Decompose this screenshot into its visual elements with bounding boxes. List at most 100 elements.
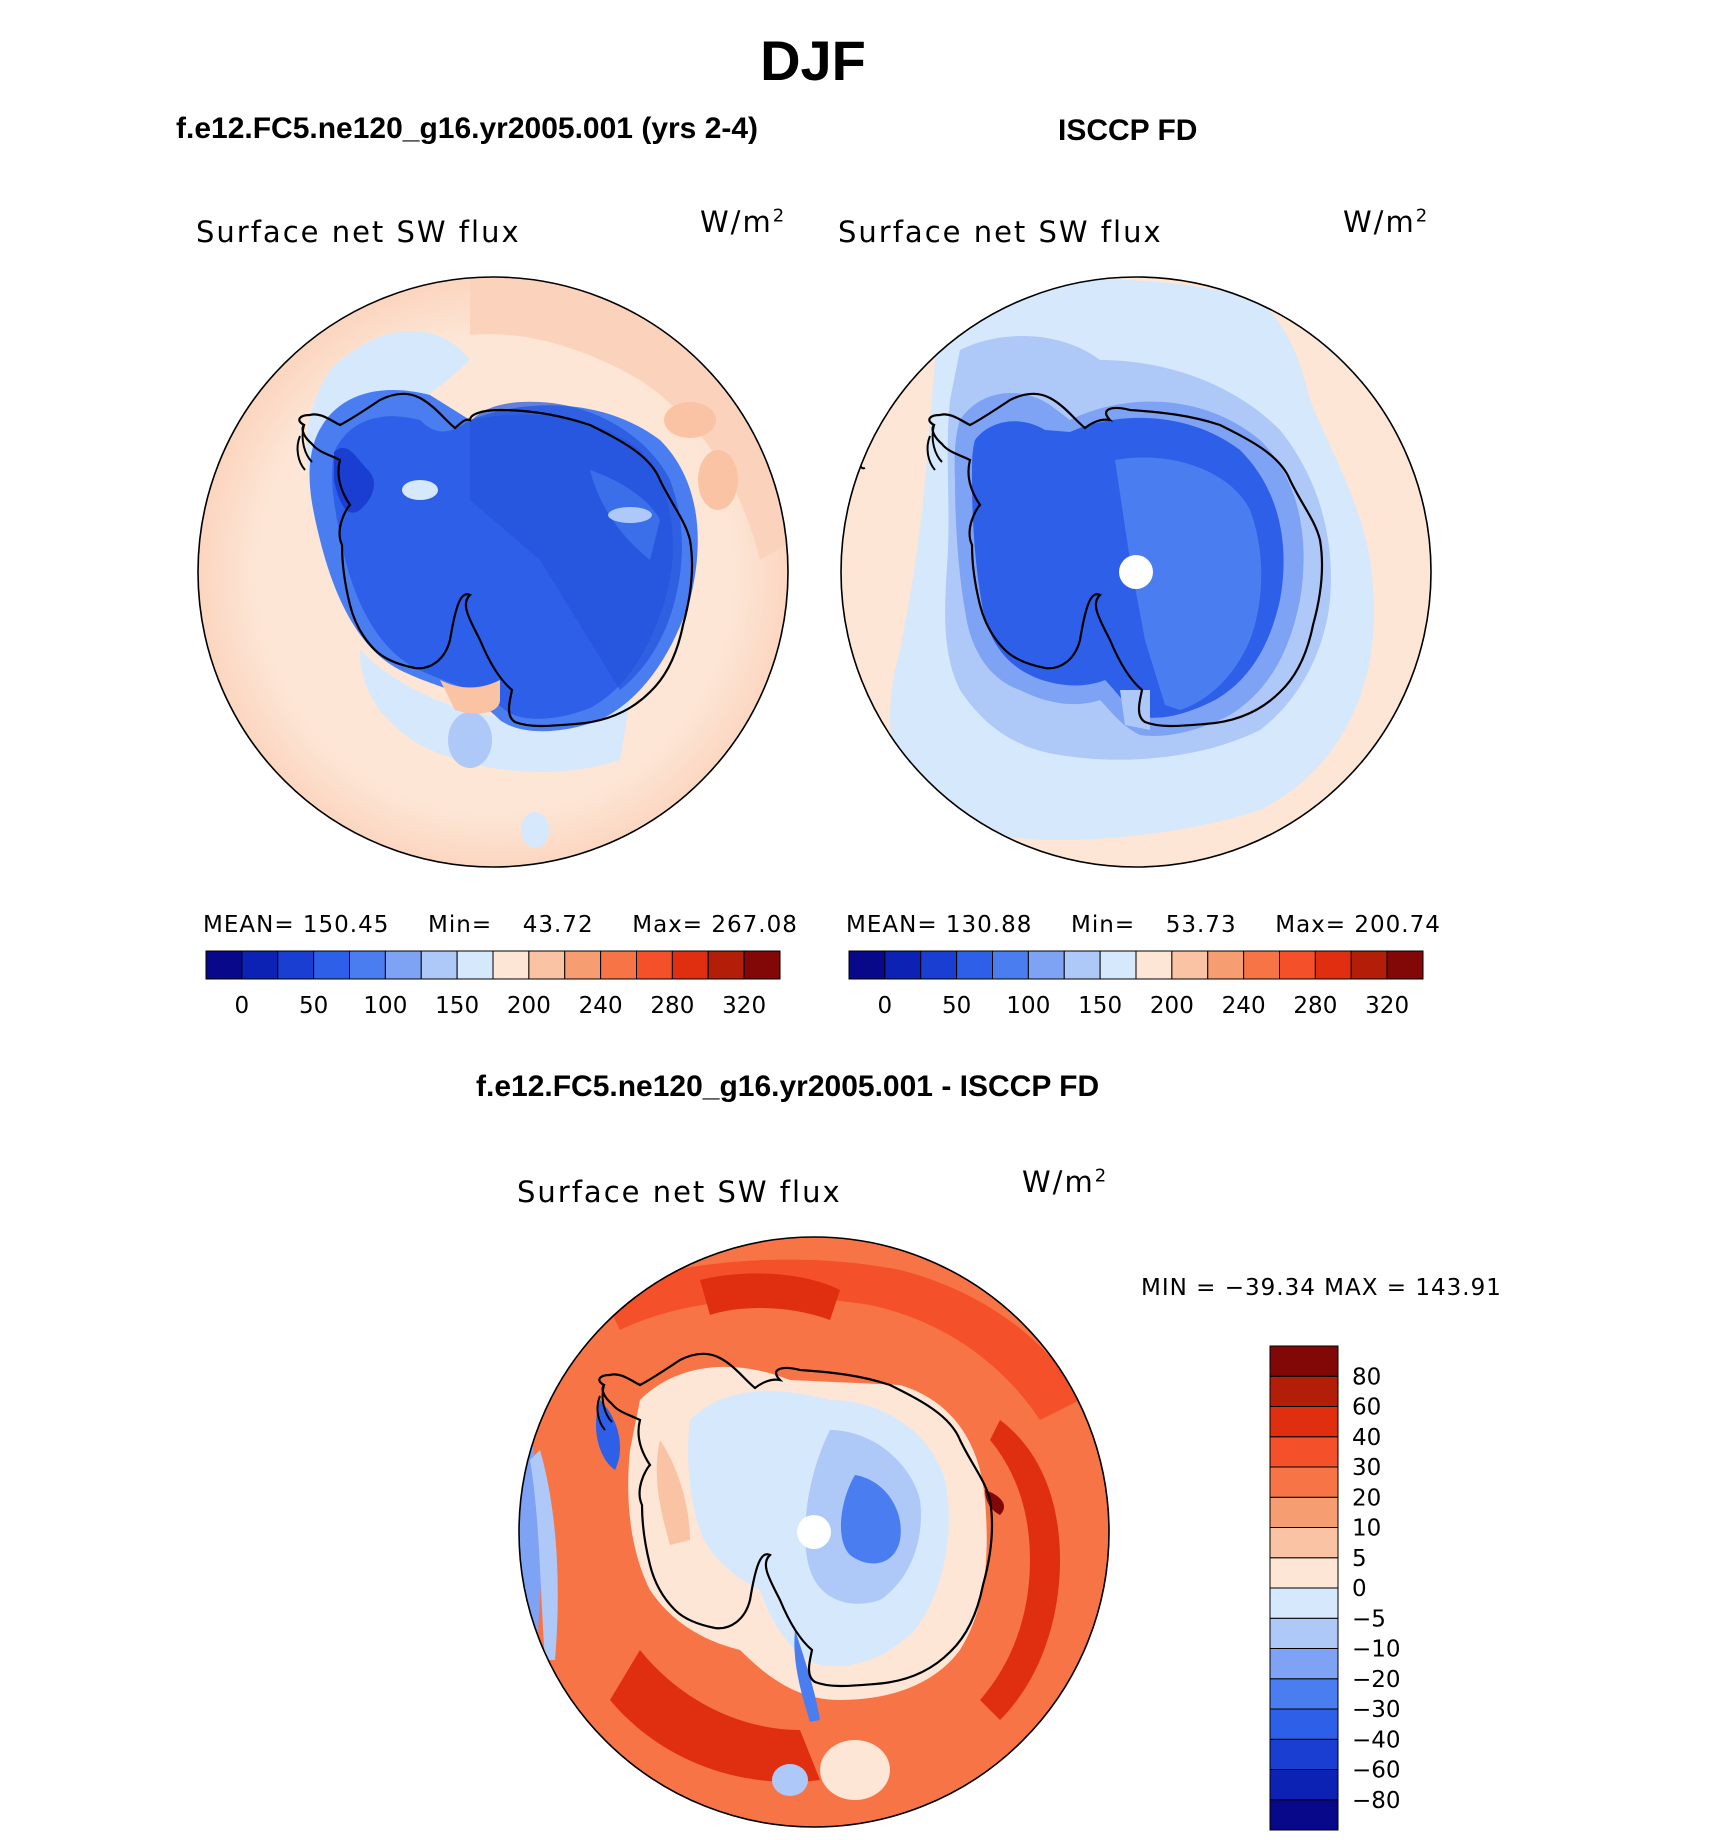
model-peninsula-outline bbox=[296, 424, 313, 471]
obs-plateau-field bbox=[1115, 457, 1262, 710]
model-panel-title: f.e12.FC5.ne120_g16.yr2005.001 (yrs 2-4) bbox=[176, 112, 759, 145]
model-colorbar: 0 50 100 150 200 240 280 320 bbox=[205, 950, 781, 1019]
obs-colorbar-tick: 150 bbox=[1078, 993, 1122, 1019]
diff-variable-label: Surface net SW flux bbox=[517, 1175, 842, 1209]
diff-coastline bbox=[598, 1352, 994, 1688]
model-max-value: 267.08 bbox=[711, 912, 798, 938]
model-colorbar-tick: 150 bbox=[435, 993, 479, 1019]
diff-colorbar-box bbox=[1269, 1527, 1339, 1559]
diff-colorbar-tick: 5 bbox=[1352, 1546, 1367, 1572]
diff-colorbar: −80 −60 −40 −30 −20 −10 −5 0 5 10 20 30 40 60 80 bbox=[1269, 1345, 1401, 1831]
obs-variable-label: Surface net SW flux bbox=[838, 215, 1163, 249]
model-colorbar-tick: 100 bbox=[363, 993, 407, 1019]
model-colorbar-tick: 240 bbox=[579, 993, 623, 1019]
diff-units-label: W/m2 bbox=[1022, 1165, 1109, 1199]
obs-max-value: 200.74 bbox=[1354, 912, 1441, 938]
model-colorbar-box bbox=[313, 950, 350, 980]
obs-colorbar: 0 50 100 150 200 240 280 320 bbox=[848, 950, 1424, 1019]
diff-warm-arc bbox=[610, 1650, 820, 1782]
obs-colorbar-tick: 240 bbox=[1222, 993, 1266, 1019]
model-colorbar-box bbox=[492, 950, 530, 980]
model-min-label: Min= bbox=[428, 912, 493, 938]
diff-colorbar-tick: −5 bbox=[1352, 1606, 1386, 1632]
diff-colorbar-tick: 80 bbox=[1352, 1364, 1381, 1390]
model-colorbar-box bbox=[707, 950, 745, 980]
diff-negative-patch bbox=[772, 1764, 808, 1796]
diff-colorbar-tick: 10 bbox=[1352, 1516, 1381, 1542]
model-coastline bbox=[298, 392, 694, 728]
diff-colorbar-box bbox=[1269, 1345, 1339, 1377]
diff-ice-shelf-negative bbox=[595, 1400, 620, 1470]
model-colorbar-box bbox=[600, 950, 637, 980]
diff-colorbar-box bbox=[1269, 1678, 1339, 1710]
model-colorbar-box bbox=[636, 950, 673, 980]
obs-colorbar-tick: 100 bbox=[1006, 993, 1050, 1019]
diff-colorbar-tick: 40 bbox=[1352, 1425, 1381, 1451]
obs-peninsula-outline bbox=[926, 424, 943, 471]
diff-panel-title: f.e12.FC5.ne120_g16.yr2005.001 - ISCCP F… bbox=[476, 1070, 1100, 1103]
model-colorbar-tick: 0 bbox=[235, 993, 250, 1019]
model-colorbar-box bbox=[241, 950, 279, 980]
obs-colorbar-box bbox=[920, 950, 958, 980]
model-ice-margin bbox=[360, 650, 630, 772]
model-colorbar-box bbox=[420, 950, 458, 980]
model-colorbar-box bbox=[456, 950, 494, 980]
model-colorbar-box bbox=[564, 950, 602, 980]
obs-colorbar-tick: 320 bbox=[1365, 993, 1409, 1019]
model-bright-spot bbox=[608, 507, 652, 523]
diff-colorbar-tick: 20 bbox=[1352, 1485, 1381, 1511]
diff-colorbar-box bbox=[1269, 1466, 1339, 1498]
diff-negative-core bbox=[840, 1475, 901, 1564]
model-colorbar-box bbox=[743, 950, 781, 980]
model-plateau-texture bbox=[470, 401, 682, 690]
model-colorbar-box bbox=[205, 950, 243, 980]
model-colorbar-box bbox=[671, 950, 709, 980]
model-mean-value: 150.45 bbox=[302, 912, 390, 938]
diff-colorbar-tick: −60 bbox=[1352, 1758, 1401, 1784]
obs-colorbar-box bbox=[1135, 950, 1173, 980]
diff-peninsula-outline bbox=[596, 1384, 613, 1431]
obs-mean-value: 130.88 bbox=[945, 912, 1033, 938]
obs-colorbar-box bbox=[848, 950, 886, 980]
model-ross-warm bbox=[440, 680, 500, 714]
diff-colorbar-box bbox=[1269, 1648, 1339, 1680]
diff-colorbar-box bbox=[1269, 1496, 1339, 1528]
model-cloud-patch bbox=[448, 712, 492, 768]
model-warm-patch bbox=[664, 402, 716, 438]
model-variable-label: Surface net SW flux bbox=[196, 215, 521, 249]
obs-mean-label: MEAN= bbox=[846, 912, 938, 938]
model-map-border bbox=[197, 276, 789, 868]
model-colorbar-box bbox=[528, 950, 566, 980]
obs-colorbar-box bbox=[1207, 950, 1245, 980]
model-units-label: W/m2 bbox=[700, 205, 787, 239]
model-colorbar-tick: 280 bbox=[650, 993, 694, 1019]
diff-colorbar-tick: −30 bbox=[1352, 1697, 1401, 1723]
obs-colorbar-box bbox=[1386, 950, 1424, 980]
obs-pole-mask bbox=[1119, 555, 1153, 589]
diff-negative-strip bbox=[530, 1450, 558, 1660]
diff-colorbar-tick: 30 bbox=[1352, 1455, 1381, 1481]
model-warm-arc bbox=[470, 278, 788, 560]
diff-colorbar-tick: −20 bbox=[1352, 1667, 1401, 1693]
diff-colorbar-box bbox=[1269, 1375, 1339, 1407]
model-mean-label: MEAN= bbox=[203, 912, 295, 938]
diff-map-border bbox=[518, 1236, 1110, 1828]
model-colorbar-box bbox=[349, 950, 386, 980]
obs-colorbar-box bbox=[1243, 950, 1280, 980]
diff-min-max: MIN = −39.34 MAX = 143.91 bbox=[1141, 1275, 1502, 1301]
diff-ross-negative bbox=[794, 1630, 820, 1722]
obs-colorbar-box bbox=[1063, 950, 1101, 980]
model-colorbar-box bbox=[277, 950, 315, 980]
diff-colorbar-box bbox=[1269, 1769, 1339, 1801]
model-colorbar-box bbox=[384, 950, 422, 980]
obs-colorbar-tick: 200 bbox=[1150, 993, 1194, 1019]
diff-colorbar-box bbox=[1269, 1799, 1339, 1831]
obs-colorbar-box bbox=[1099, 950, 1137, 980]
model-max-label: Max= bbox=[632, 912, 704, 938]
model-bright-spot bbox=[402, 480, 438, 500]
obs-colorbar-box bbox=[1314, 950, 1352, 980]
obs-colorbar-tick: 280 bbox=[1293, 993, 1337, 1019]
diff-colorbar-box bbox=[1269, 1557, 1339, 1589]
